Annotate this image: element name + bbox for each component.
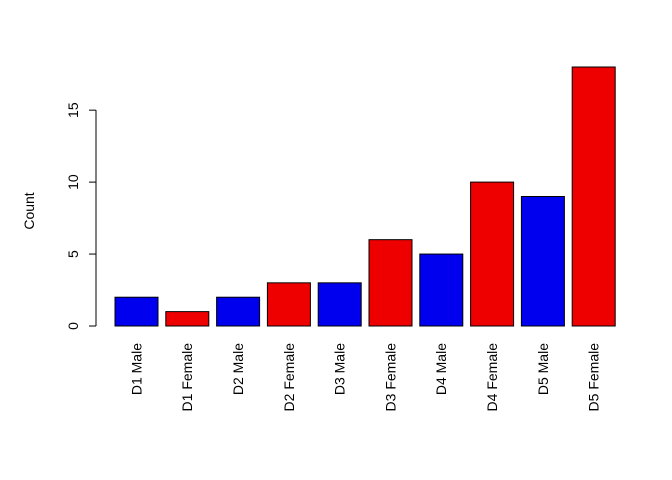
x-tick-label: D3 Male	[332, 343, 348, 395]
bar-d5-male	[520, 196, 565, 327]
bars-group	[114, 66, 616, 327]
bar-d1-female	[165, 311, 210, 327]
y-axis: 0 5 10 15	[65, 102, 97, 330]
bar-d4-male	[419, 253, 464, 327]
x-tick-label: D4 Male	[433, 343, 449, 395]
x-tick-label: D2 Female	[281, 343, 297, 412]
bar-d3-male	[317, 282, 362, 327]
x-tick-label: D5 Male	[535, 343, 551, 395]
x-tick-label: D3 Female	[382, 343, 398, 412]
y-tick-label: 5	[65, 250, 81, 258]
x-tick-label: D1 Female	[179, 343, 195, 412]
x-tick-label: D4 Female	[484, 343, 500, 412]
y-tick-label: 10	[65, 174, 81, 190]
x-tick-labels: D1 Male D1 Female D2 Male D2 Female D3 Male D…	[128, 343, 601, 412]
x-tick-label: D2 Male	[230, 343, 246, 395]
bar-d3-female	[368, 239, 413, 327]
bar-d2-female	[266, 282, 311, 327]
x-tick-label: D1 Male	[128, 343, 144, 395]
x-tick-label: D5 Female	[586, 343, 602, 412]
bar-d4-female	[470, 181, 515, 327]
bar-d5-female	[571, 66, 616, 327]
bar-d1-male	[114, 296, 159, 327]
y-tick-label: 0	[65, 322, 81, 330]
y-tick-label: 15	[65, 102, 81, 118]
y-axis-label: Count	[21, 192, 37, 229]
bar-d2-male	[216, 296, 261, 327]
